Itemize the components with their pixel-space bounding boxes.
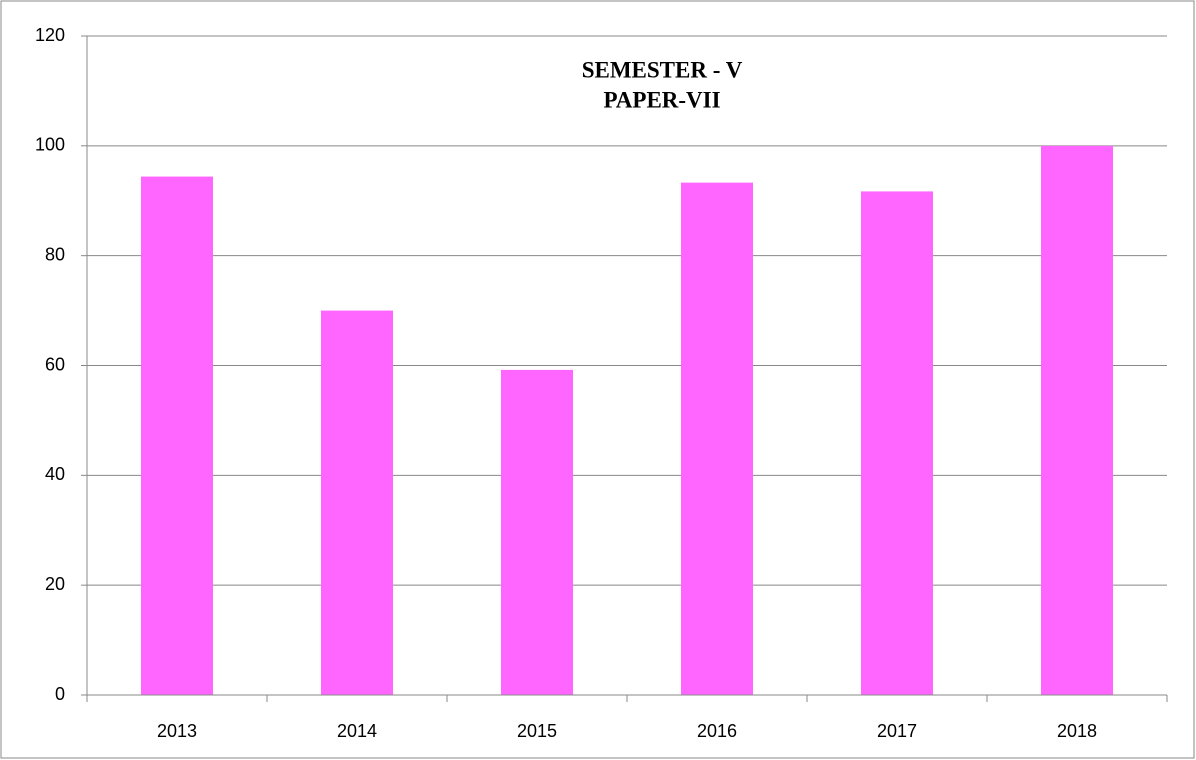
x-tick-label: 2016 [697,721,737,741]
x-tick-label: 2013 [157,721,197,741]
bar [501,369,573,695]
y-tick-label: 120 [35,25,65,45]
x-tick-label: 2018 [1057,721,1097,741]
bar [861,191,933,695]
y-tick-label: 60 [45,354,65,374]
y-tick-label: 40 [45,464,65,484]
bar [321,310,393,695]
y-tick-label: 100 [35,135,65,155]
y-tick-label: 0 [55,684,65,704]
x-tick-label: 2017 [877,721,917,741]
chart-title: SEMESTER - V [582,57,743,82]
x-tick-label: 2015 [517,721,557,741]
bar [681,182,753,695]
bar [1041,145,1113,696]
bar [141,176,213,695]
chart-title: PAPER-VII [603,87,720,112]
y-tick-label: 20 [45,574,65,594]
x-tick-label: 2014 [337,721,377,741]
y-tick-label: 80 [45,244,65,264]
